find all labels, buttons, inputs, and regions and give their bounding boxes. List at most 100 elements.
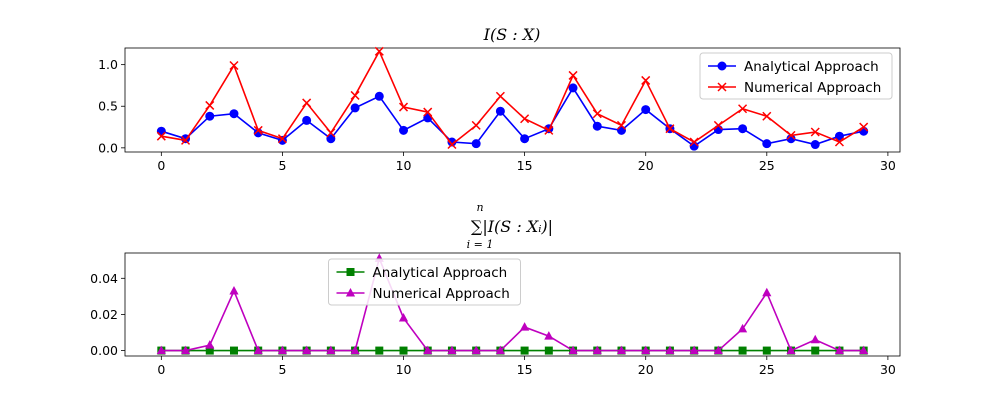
chart-bottom: n ∑|I(S : Xᵢ)| i = 1 0 5 10 15 20 25 30 0.00 0.0… — [90, 201, 901, 377]
data-point — [205, 111, 215, 121]
legend-frame — [328, 258, 521, 306]
x-tick-label: 5 — [278, 158, 286, 173]
data-point — [326, 345, 336, 355]
x-tick-label: 30 — [880, 362, 896, 377]
data-point — [811, 346, 820, 355]
data-point — [641, 345, 651, 355]
data-point — [737, 323, 748, 333]
data-point — [398, 102, 409, 112]
data-point — [180, 345, 191, 355]
x-tick-label: 5 — [278, 362, 286, 377]
data-point — [592, 109, 602, 119]
legend-entry: Numerical Approach — [336, 286, 510, 302]
data-point — [375, 346, 384, 355]
data-point — [326, 128, 336, 138]
data-point — [520, 346, 529, 355]
data-point — [302, 345, 312, 355]
data-point — [834, 131, 844, 141]
data-point — [471, 139, 481, 149]
data-point — [544, 346, 553, 355]
data-point — [374, 91, 384, 101]
data-point — [616, 345, 627, 355]
y-tick-label: 0.04 — [90, 271, 118, 286]
legend-marker — [345, 288, 356, 297]
x-tick-label: 20 — [638, 362, 654, 377]
series-line — [161, 49, 865, 146]
data-point — [520, 134, 530, 144]
x-tick-label: 0 — [157, 158, 165, 173]
data-point — [471, 120, 481, 130]
x-tick-label: 10 — [396, 158, 412, 173]
data-point — [520, 114, 530, 124]
data-point — [302, 98, 312, 108]
data-point — [762, 111, 772, 121]
axes-frame — [124, 47, 901, 153]
data-point — [738, 124, 748, 134]
data-point — [277, 345, 288, 355]
data-point — [713, 120, 723, 130]
data-point — [350, 345, 360, 355]
data-point — [229, 346, 238, 355]
data-point — [447, 345, 457, 355]
axes-frame — [124, 252, 901, 357]
legend-label: Analytical Approach — [373, 265, 508, 281]
data-point — [302, 115, 312, 125]
data-point — [423, 107, 433, 117]
x-tick-label: 15 — [517, 362, 533, 377]
data-point — [568, 345, 578, 355]
data-point — [229, 60, 239, 71]
chart-top-title: I(S : X) — [483, 25, 541, 44]
data-point — [786, 345, 796, 355]
chart-bottom-title-upper: n — [476, 201, 483, 214]
y-tick-label: 0.00 — [90, 343, 118, 358]
legend-label: Analytical Approach — [744, 59, 879, 75]
data-point — [229, 285, 239, 295]
legend-entry: Analytical Approach — [708, 59, 879, 75]
data-point — [762, 346, 771, 355]
data-point — [156, 345, 166, 355]
chart-top: I(S : X) 0 5 10 15 20 25 30 0.0 0.5 1.0 Analytical… — [98, 25, 901, 173]
data-point — [399, 125, 409, 135]
data-point — [253, 125, 263, 135]
data-point — [156, 131, 166, 141]
data-point — [592, 121, 602, 131]
data-point — [810, 140, 820, 150]
legend-label: Numerical Approach — [744, 80, 881, 96]
legend: Analytical Approach Numerical Approach — [699, 52, 893, 100]
data-point — [859, 345, 869, 355]
legend-entry: Numerical Approach — [708, 80, 881, 96]
data-point — [665, 124, 675, 134]
data-point — [229, 109, 239, 119]
y-tick-label: 1.0 — [98, 57, 118, 72]
data-point — [205, 340, 215, 349]
chart-bottom-plot-area: 0 5 10 15 20 25 30 0.00 0.02 0.04 Analytical Appro… — [90, 252, 901, 377]
data-point — [447, 139, 457, 150]
data-point — [399, 346, 408, 355]
chart-bottom-title-main: ∑|I(S : Xᵢ)| — [471, 217, 553, 236]
legend-marker — [346, 268, 355, 276]
data-point — [762, 139, 772, 149]
series-line — [161, 255, 864, 352]
x-tick-label: 15 — [517, 158, 533, 173]
y-tick-label: 0.5 — [98, 99, 118, 114]
data-point — [495, 106, 505, 116]
data-point — [834, 345, 845, 355]
chart-bottom-title-lower: i = 1 — [467, 238, 494, 251]
data-point — [859, 122, 869, 132]
data-point — [544, 331, 554, 340]
data-point — [520, 322, 530, 331]
data-point — [181, 135, 191, 145]
data-point — [495, 91, 505, 101]
data-point — [810, 334, 820, 344]
data-point — [738, 104, 748, 114]
y-tick-label: 0.02 — [90, 307, 118, 322]
data-point — [471, 345, 481, 355]
x-tick-label: 30 — [880, 158, 896, 173]
x-tick-label: 20 — [638, 158, 654, 173]
data-point — [374, 46, 384, 56]
data-point — [398, 313, 409, 322]
data-point — [423, 345, 433, 355]
data-point — [616, 120, 627, 130]
y-tick-label: 0.0 — [98, 140, 118, 155]
